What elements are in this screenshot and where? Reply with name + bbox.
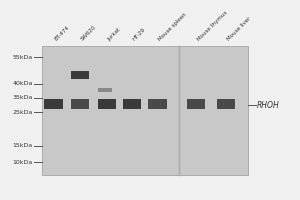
- Text: 15kDa: 15kDa: [12, 143, 33, 148]
- FancyBboxPatch shape: [71, 71, 89, 79]
- FancyBboxPatch shape: [123, 99, 141, 109]
- Text: RHOH: RHOH: [257, 101, 280, 110]
- Text: HT-29: HT-29: [132, 27, 147, 42]
- FancyBboxPatch shape: [44, 99, 63, 109]
- FancyBboxPatch shape: [98, 99, 116, 109]
- Text: 35kDa: 35kDa: [12, 95, 33, 100]
- Text: Mouse spleen: Mouse spleen: [158, 12, 188, 42]
- Text: 10kDa: 10kDa: [12, 160, 33, 165]
- Text: Mouse liver: Mouse liver: [226, 16, 251, 42]
- FancyBboxPatch shape: [71, 99, 89, 109]
- FancyBboxPatch shape: [187, 99, 205, 109]
- Text: Mouse thymus: Mouse thymus: [196, 10, 228, 42]
- Text: 25kDa: 25kDa: [12, 110, 33, 115]
- FancyBboxPatch shape: [217, 99, 235, 109]
- FancyBboxPatch shape: [98, 88, 112, 92]
- Text: SW620: SW620: [80, 24, 98, 42]
- Text: 40kDa: 40kDa: [12, 81, 33, 86]
- FancyBboxPatch shape: [148, 99, 166, 109]
- FancyBboxPatch shape: [41, 46, 248, 175]
- Text: Jurkat: Jurkat: [107, 27, 122, 42]
- Text: 55kDa: 55kDa: [12, 55, 33, 60]
- Text: BT-474: BT-474: [53, 25, 70, 42]
